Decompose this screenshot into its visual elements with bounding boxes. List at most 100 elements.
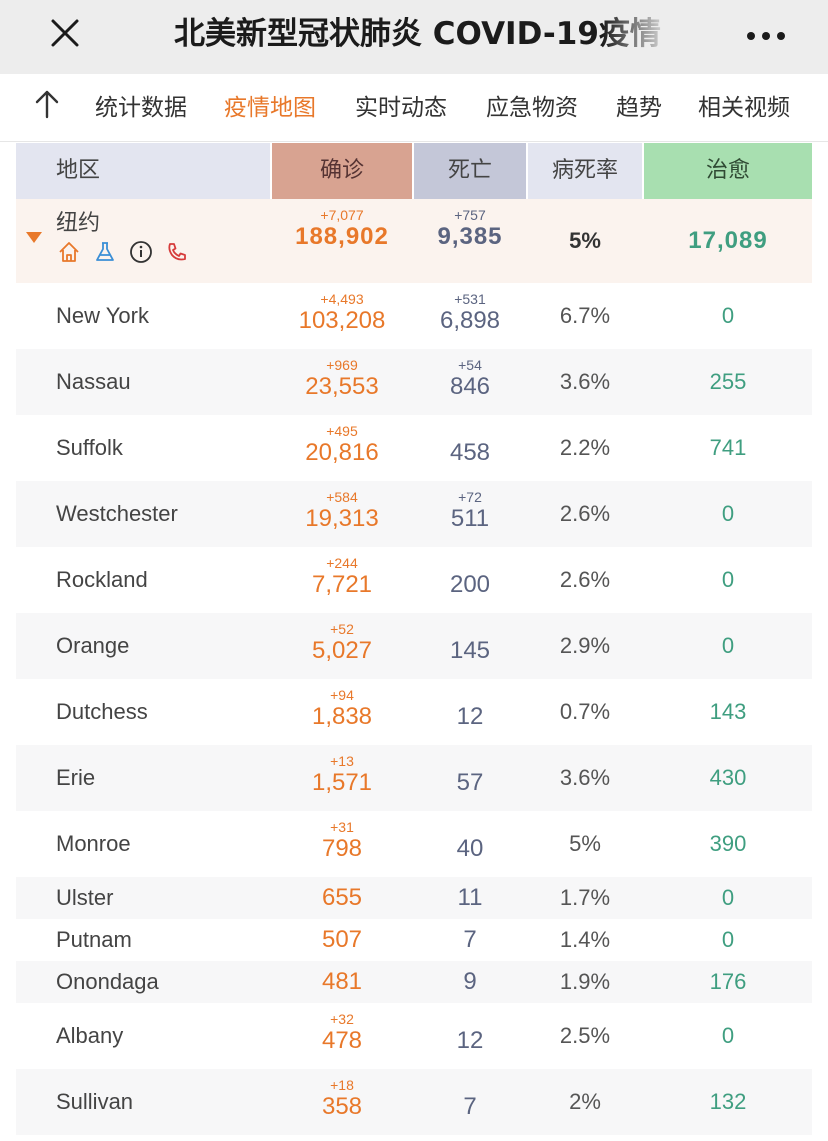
table-row[interactable]: Suffolk +495 20,816 458 2.2% 741 bbox=[16, 415, 812, 481]
tab-related-videos[interactable]: 相关视频 bbox=[698, 95, 790, 121]
tab-trends[interactable]: 趋势 bbox=[616, 95, 662, 121]
region-name: Westchester bbox=[56, 501, 178, 526]
recovered-cell: 0 bbox=[721, 633, 735, 658]
column-header-fatality-rate[interactable]: 病死率 bbox=[528, 143, 642, 199]
region-name: Nassau bbox=[56, 369, 131, 394]
deaths-value: 9,385 bbox=[437, 223, 503, 250]
region-name: Monroe bbox=[56, 831, 131, 856]
table-row[interactable]: Monroe +31 798 40 5% 390 bbox=[16, 811, 812, 877]
confirmed-increase: +495 bbox=[326, 423, 358, 439]
flask-icon[interactable] bbox=[92, 239, 118, 265]
table-row[interactable]: Ulster 655 11 1.7% 0 bbox=[16, 877, 812, 919]
fatality-rate-cell: 3.6% bbox=[559, 369, 611, 394]
state-row-new-york[interactable]: 纽约 +7,077 188,902 +757 9,385 5% 17,089 bbox=[16, 199, 812, 283]
title-bar: 北美新型冠状肺炎 COVID-19疫情 bbox=[0, 0, 828, 74]
fatality-rate-cell: 2% bbox=[569, 1089, 601, 1114]
confirmed-cell: 655 bbox=[272, 877, 412, 919]
fatality-rate-cell: 6.7% bbox=[559, 303, 611, 328]
fatality-rate-cell: 2.6% bbox=[559, 501, 611, 526]
fatality-rate-cell: 1.7% bbox=[559, 885, 611, 910]
confirmed-increase: +244 bbox=[326, 555, 358, 571]
recovered-cell: 132 bbox=[709, 1089, 747, 1114]
recovered-cell: 0 bbox=[721, 1023, 735, 1048]
confirmed-value: 20,816 bbox=[305, 439, 379, 466]
phone-icon[interactable] bbox=[164, 239, 190, 265]
confirmed-increase: +94 bbox=[330, 687, 354, 703]
tab-epidemic-map[interactable]: 疫情地图 bbox=[224, 95, 316, 121]
arrow-up-icon bbox=[34, 89, 60, 123]
home-icon[interactable] bbox=[56, 239, 82, 265]
table-row[interactable]: Erie +13 1,571 57 3.6% 430 bbox=[16, 745, 812, 811]
confirmed-cell: +969 23,553 bbox=[272, 349, 412, 415]
deaths-value: 458 bbox=[449, 439, 491, 466]
region-name: Ulster bbox=[56, 885, 114, 910]
column-header-confirmed[interactable]: 确诊 bbox=[272, 143, 412, 199]
deaths-cell: 9 bbox=[414, 961, 526, 1003]
page-title: 北美新型冠状肺炎 COVID-19疫情 bbox=[174, 16, 661, 52]
table-row[interactable]: Onondaga 481 9 1.9% 176 bbox=[16, 961, 812, 1003]
confirmed-value: 1,838 bbox=[311, 703, 373, 730]
fatality-rate-cell: 2.2% bbox=[559, 435, 611, 460]
recovered-cell: 0 bbox=[721, 885, 735, 910]
confirmed-value: 188,902 bbox=[295, 223, 389, 250]
tab-statistics[interactable]: 统计数据 bbox=[95, 95, 187, 121]
confirmed-cell: +495 20,816 bbox=[272, 415, 412, 481]
confirmed-value: 507 bbox=[321, 926, 363, 953]
deaths-value: 11 bbox=[457, 884, 483, 911]
confirmed-increase: +584 bbox=[326, 489, 358, 505]
deaths-cell: +757 9,385 bbox=[414, 199, 526, 283]
column-header-deaths[interactable]: 死亡 bbox=[414, 143, 526, 199]
confirmed-cell: +52 5,027 bbox=[272, 613, 412, 679]
deaths-cell: +531 6,898 bbox=[414, 283, 526, 349]
confirmed-increase: +18 bbox=[330, 1077, 354, 1093]
region-name: Onondaga bbox=[56, 969, 159, 994]
table-row[interactable]: Sullivan +18 358 7 2% 132 bbox=[16, 1069, 812, 1135]
column-header-recovered[interactable]: 治愈 bbox=[644, 143, 812, 199]
region-name: Erie bbox=[56, 765, 96, 790]
table-header: 地区 确诊 死亡 病死率 治愈 bbox=[16, 143, 812, 199]
tab-live-updates[interactable]: 实时动态 bbox=[355, 95, 447, 121]
deaths-cell: 145 bbox=[414, 613, 526, 679]
confirmed-value: 7,721 bbox=[311, 571, 373, 598]
confirmed-cell: +7,077 188,902 bbox=[272, 199, 412, 283]
deaths-cell: 40 bbox=[414, 811, 526, 877]
confirmed-increase: +32 bbox=[330, 1011, 354, 1027]
recovered-cell: 17,089 bbox=[688, 227, 768, 254]
deaths-value: 9 bbox=[463, 968, 477, 995]
region-name: Albany bbox=[56, 1023, 124, 1048]
table-row[interactable]: Westchester +584 19,313 +72 511 2.6% 0 bbox=[16, 481, 812, 547]
tab-bar: 统计数据 疫情地图 实时动态 应急物资 趋势 相关视频 bbox=[0, 74, 828, 142]
recovered-cell: 741 bbox=[709, 435, 747, 460]
deaths-cell: +54 846 bbox=[414, 349, 526, 415]
more-button[interactable] bbox=[738, 18, 794, 52]
table-row[interactable]: Rockland +244 7,721 200 2.6% 0 bbox=[16, 547, 812, 613]
tab-emergency-supplies[interactable]: 应急物资 bbox=[486, 95, 578, 121]
table-row[interactable]: Putnam 507 7 1.4% 0 bbox=[16, 919, 812, 961]
state-actions bbox=[56, 239, 190, 265]
table-row[interactable]: Nassau +969 23,553 +54 846 3.6% 255 bbox=[16, 349, 812, 415]
expand-caret-icon[interactable] bbox=[26, 229, 42, 243]
table-body: 纽约 +7,077 188,902 +757 9,385 5% 17,089 bbox=[16, 199, 812, 1135]
recovered-cell: 0 bbox=[721, 303, 735, 328]
region-name: Rockland bbox=[56, 567, 148, 592]
deaths-increase: +54 bbox=[458, 357, 482, 373]
deaths-value: 12 bbox=[456, 1027, 484, 1054]
confirmed-cell: +244 7,721 bbox=[272, 547, 412, 613]
recovered-cell: 0 bbox=[721, 501, 735, 526]
deaths-value: 145 bbox=[449, 637, 491, 664]
info-icon[interactable] bbox=[128, 239, 154, 265]
region-name: Orange bbox=[56, 633, 130, 658]
deaths-value: 846 bbox=[449, 373, 491, 400]
recovered-cell: 0 bbox=[721, 567, 735, 592]
deaths-increase: +531 bbox=[454, 291, 486, 307]
scroll-top-button[interactable] bbox=[30, 86, 64, 126]
table-row[interactable]: New York +4,493 103,208 +531 6,898 6.7% 0 bbox=[16, 283, 812, 349]
deaths-cell: 7 bbox=[414, 1069, 526, 1135]
confirmed-increase: +969 bbox=[326, 357, 358, 373]
table-row[interactable]: Orange +52 5,027 145 2.9% 0 bbox=[16, 613, 812, 679]
table-row[interactable]: Albany +32 478 12 2.5% 0 bbox=[16, 1003, 812, 1069]
column-header-region[interactable]: 地区 bbox=[16, 143, 270, 199]
table-row[interactable]: Dutchess +94 1,838 12 0.7% 143 bbox=[16, 679, 812, 745]
close-button[interactable] bbox=[40, 12, 90, 58]
deaths-value: 12 bbox=[456, 703, 484, 730]
